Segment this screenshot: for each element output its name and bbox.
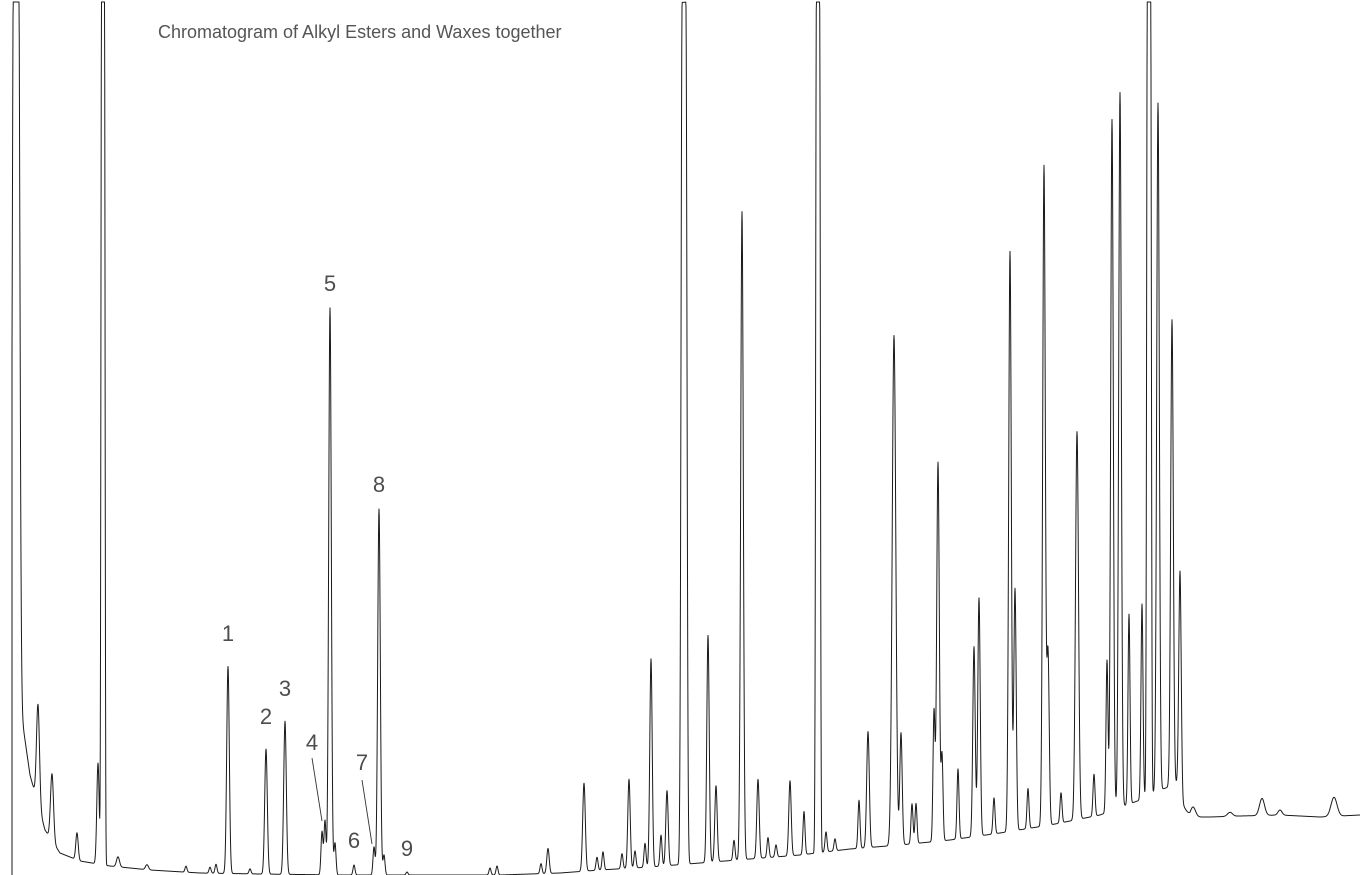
peak-label-6: 6 [348,828,360,853]
peak-label-3: 3 [279,676,291,701]
peak-label-1: 1 [222,621,234,646]
peak-label-4: 4 [306,730,318,755]
peak-7-leader [361,779,373,845]
peak-label-9: 9 [401,836,413,861]
chart-title: Chromatogram of Alkyl Esters and Waxes t… [158,22,562,42]
peak-label-8: 8 [373,472,385,497]
peak-label-2: 2 [260,704,272,729]
peak-4-leader [311,757,323,822]
peak-label-7: 7 [356,750,368,775]
peak-label-5: 5 [324,271,336,296]
chromatogram-trace [11,1,1360,875]
